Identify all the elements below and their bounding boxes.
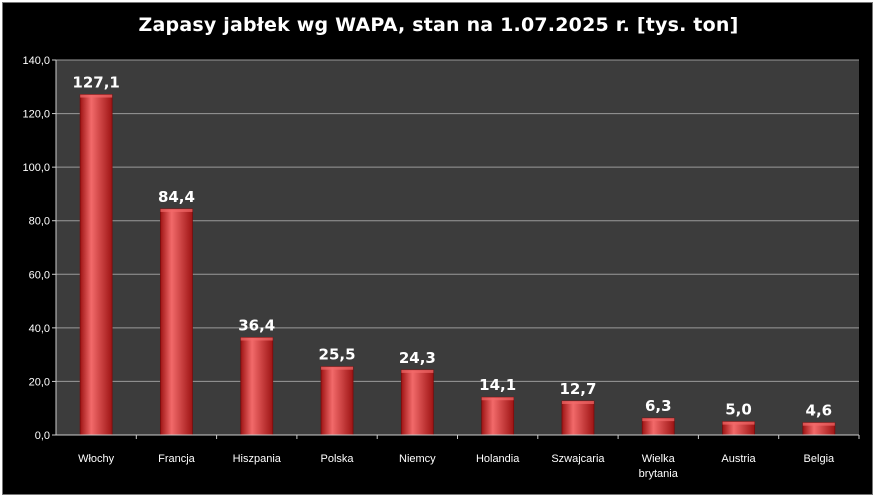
x-tick-label: Francja	[158, 453, 196, 465]
bar	[320, 366, 354, 436]
data-label: 24,3	[399, 349, 436, 367]
x-axis: Włochy Francja Hiszpania Polska Niemcy Holand…	[56, 434, 860, 480]
x-tick-label: Belgia	[804, 453, 835, 465]
x-tick-label: Austria	[721, 453, 756, 465]
x-tick-label: Wielka brytania	[639, 453, 679, 480]
data-label: 14,1	[479, 376, 516, 394]
bar	[79, 94, 113, 436]
bar-highlight	[321, 366, 354, 370]
bar-highlight	[561, 400, 594, 404]
bar	[481, 396, 515, 436]
bar-highlight	[160, 208, 193, 212]
y-tick-label: 40,0	[29, 323, 50, 335]
chart-title: Zapasy jabłek wg WAPA, stan na 1.07.2025…	[138, 14, 739, 36]
data-label: 6,3	[645, 397, 672, 415]
y-tick-label: 100,0	[22, 162, 50, 174]
y-tick-label: 20,0	[29, 376, 50, 388]
data-label: 4,6	[806, 402, 833, 420]
bar-highlight	[481, 397, 514, 401]
data-label: 25,5	[319, 346, 356, 364]
y-axis: 0,0 20,0 40,0 60,0 80,0 100,0 120,0 140,0	[22, 55, 57, 442]
bar	[240, 337, 274, 436]
data-label: 84,4	[158, 188, 195, 206]
y-tick-label: 60,0	[29, 269, 50, 281]
y-tick-label: 140,0	[22, 55, 50, 67]
y-tick-label: 80,0	[29, 216, 50, 228]
bars: 127,1 84,4 36,4 25,5 24,3 14,1 12,7 6,3 5,0 4,6	[72, 74, 836, 436]
x-tick-label: Polska	[321, 453, 355, 465]
data-label: 12,7	[559, 380, 596, 398]
x-tick-label: Włochy	[78, 453, 115, 465]
x-tick-label: Niemcy	[399, 453, 436, 465]
x-tick-label: Hiszpania	[233, 453, 282, 465]
bar	[160, 208, 193, 436]
bar	[561, 400, 595, 436]
data-label: 127,1	[72, 74, 119, 92]
x-tick-label: Holandia	[476, 453, 520, 465]
bar-highlight	[401, 369, 434, 373]
x-tick-label: Szwajcaria	[551, 453, 605, 465]
data-label: 5,0	[725, 401, 752, 419]
bar-highlight	[240, 337, 273, 341]
y-tick-label: 0,0	[35, 430, 50, 442]
y-tick-label: 120,0	[22, 109, 50, 121]
bar-highlight	[722, 421, 755, 425]
bar	[400, 369, 434, 436]
data-label: 36,4	[238, 317, 275, 335]
bar-highlight	[642, 418, 675, 422]
bar-highlight	[802, 422, 835, 426]
bar-highlight	[80, 94, 113, 98]
